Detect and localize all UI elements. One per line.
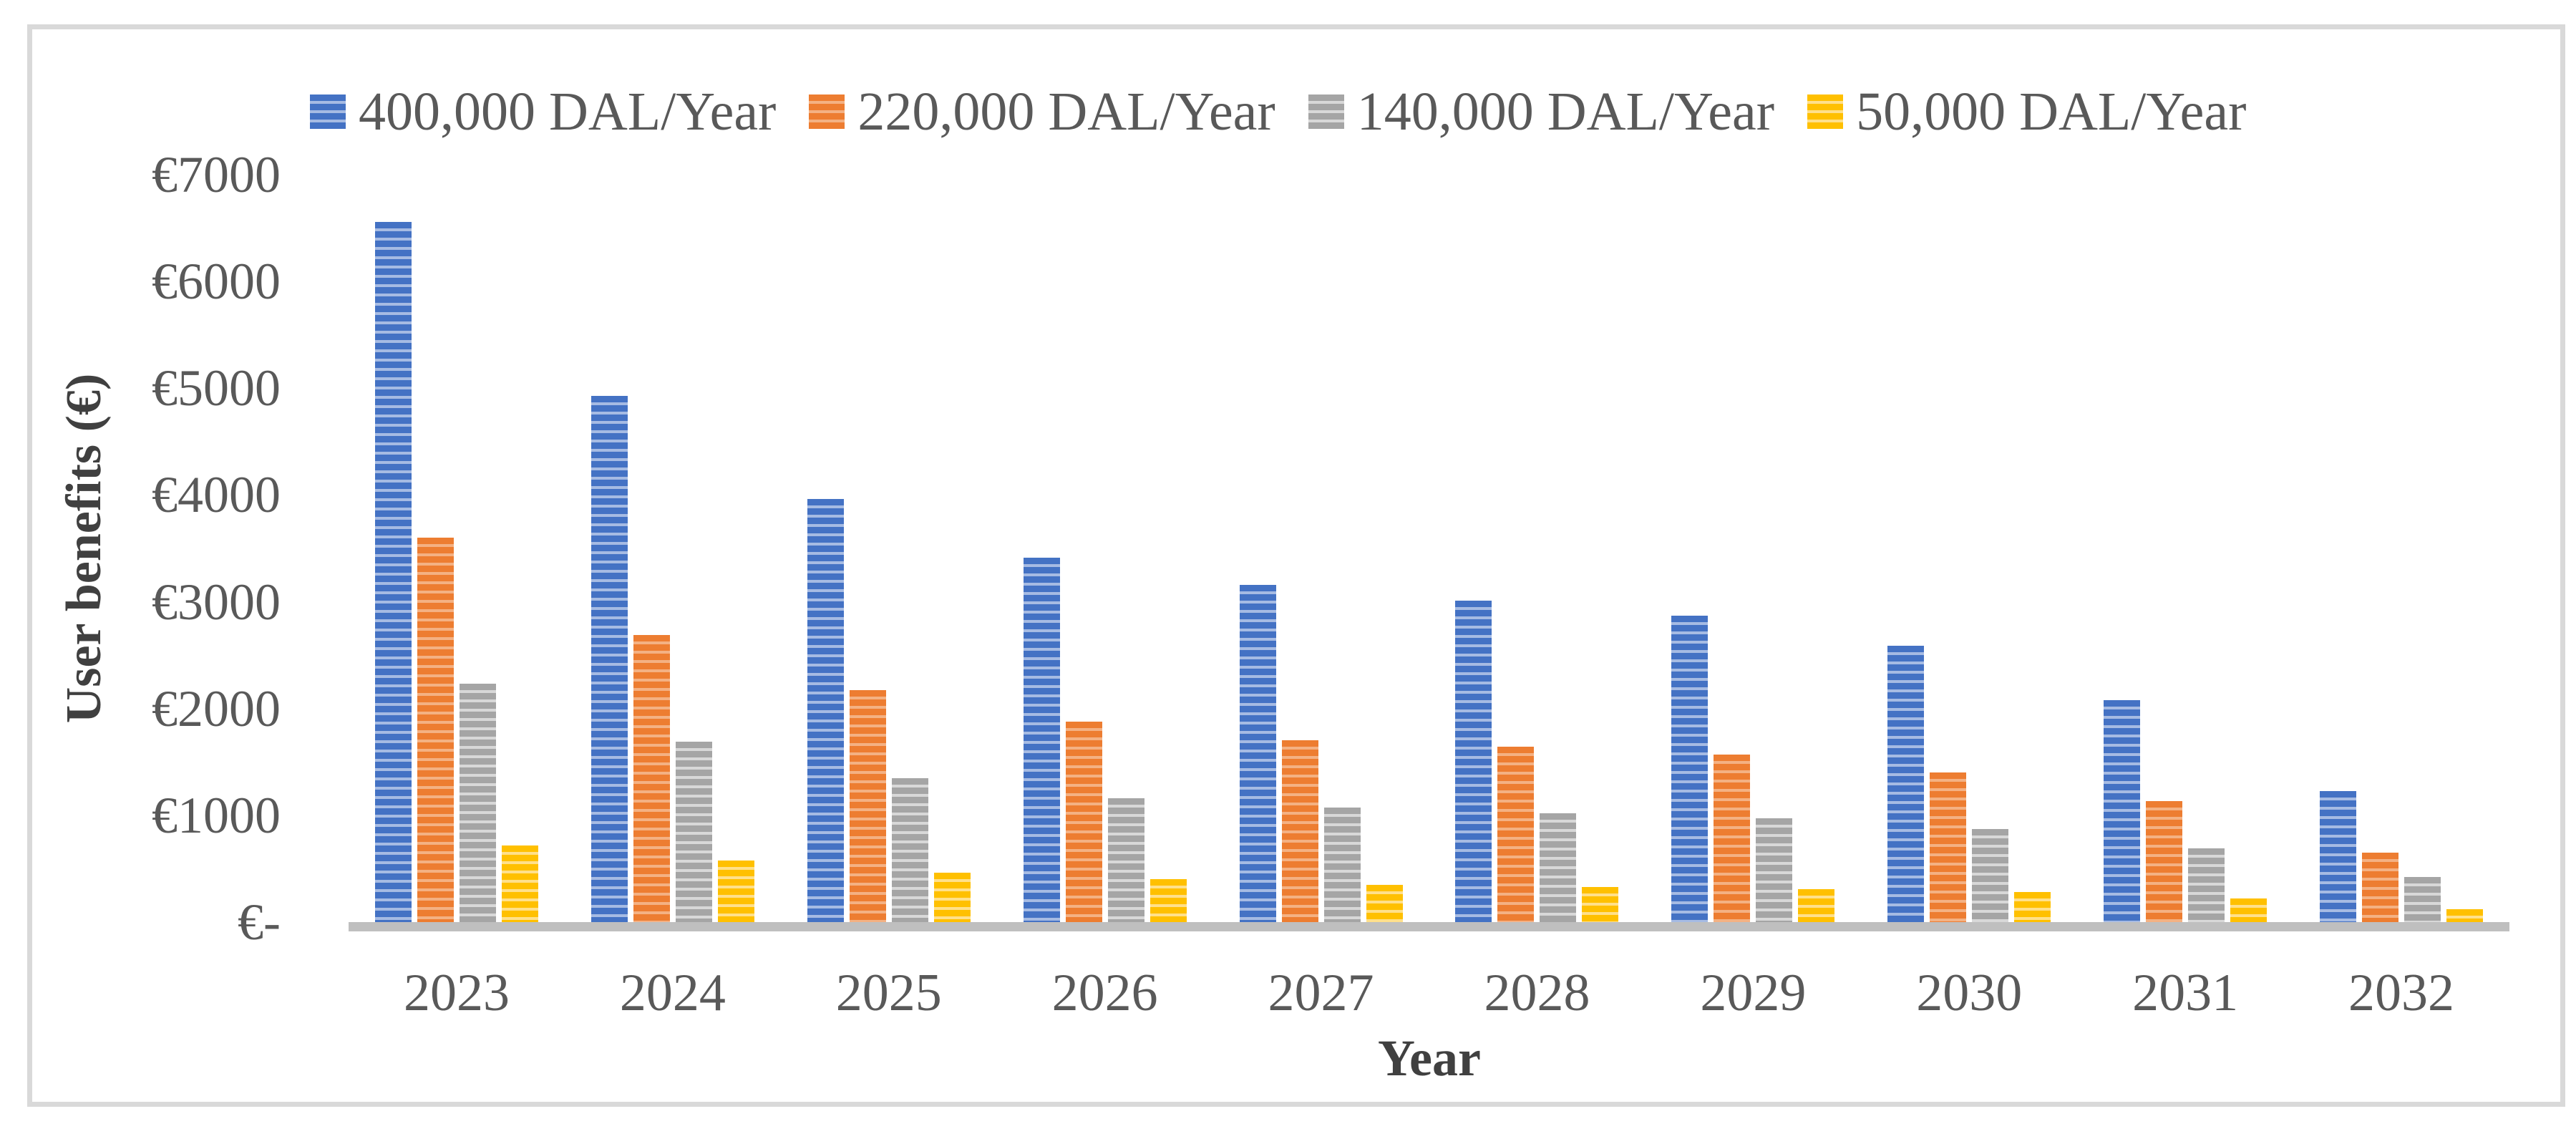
bar-2031-series-3 bbox=[2188, 848, 2225, 922]
legend-swatch-icon bbox=[1807, 94, 1844, 129]
bar-2032-series-2 bbox=[2362, 853, 2399, 922]
x-axis-category-label: 2027 bbox=[1268, 964, 1374, 1022]
bar-2024-series-1 bbox=[590, 395, 628, 922]
bar-2027-series-4 bbox=[1366, 884, 1403, 922]
y-axis-tick-label: €2000 bbox=[152, 679, 281, 737]
y-axis-tick-label: €3000 bbox=[152, 573, 281, 631]
bar-2032-series-3 bbox=[2404, 877, 2441, 922]
x-axis-category-label: 2032 bbox=[2348, 964, 2455, 1022]
bar-2026-series-3 bbox=[1107, 798, 1144, 922]
bar-2030-series-1 bbox=[1887, 645, 1925, 922]
x-axis-category-label: 2031 bbox=[2132, 964, 2239, 1022]
bar-2027-series-3 bbox=[1323, 808, 1361, 922]
legend-label: 400,000 DAL/Year bbox=[359, 82, 777, 142]
x-axis-line bbox=[349, 922, 2509, 931]
legend-swatch-icon bbox=[1308, 94, 1344, 129]
bar-2030-series-4 bbox=[2014, 892, 2051, 922]
x-axis-category-label: 2023 bbox=[403, 964, 510, 1022]
bar-2025-series-4 bbox=[933, 873, 971, 922]
chart-outer-border bbox=[27, 24, 2565, 1107]
x-axis-category-label: 2024 bbox=[619, 964, 726, 1022]
bar-2031-series-4 bbox=[2230, 898, 2268, 922]
y-axis-title: User benefits (€) bbox=[57, 373, 112, 724]
legend-label: 50,000 DAL/Year bbox=[1856, 82, 2247, 142]
legend: 400,000 DAL/Year 220,000 DAL/Year 140,000 … bbox=[310, 79, 2246, 145]
legend-label: 220,000 DAL/Year bbox=[857, 82, 1275, 142]
legend-label: 140,000 DAL/Year bbox=[1356, 82, 1775, 142]
legend-swatch-icon bbox=[809, 94, 845, 129]
bar-2029-series-1 bbox=[1671, 615, 1709, 922]
bar-2026-series-4 bbox=[1150, 879, 1187, 922]
bar-2032-series-1 bbox=[2320, 790, 2357, 922]
bar-2024-series-4 bbox=[717, 860, 754, 922]
legend-item: 220,000 DAL/Year bbox=[809, 84, 1275, 139]
bar-2023-series-2 bbox=[417, 538, 454, 922]
x-axis-category-label: 2026 bbox=[1051, 964, 1158, 1022]
bar-2025-series-2 bbox=[849, 690, 886, 922]
bar-2028-series-1 bbox=[1455, 601, 1492, 922]
x-axis-category-label: 2029 bbox=[1700, 964, 1807, 1022]
legend-item: 400,000 DAL/Year bbox=[310, 84, 776, 139]
bar-2024-series-2 bbox=[633, 634, 670, 922]
bar-2030-series-2 bbox=[1930, 772, 1967, 922]
bar-2028-series-4 bbox=[1582, 886, 1619, 922]
bar-2027-series-2 bbox=[1281, 740, 1318, 922]
bar-2023-series-3 bbox=[459, 684, 496, 922]
bar-2023-series-1 bbox=[374, 221, 412, 922]
y-axis-tick-label: €5000 bbox=[152, 359, 281, 417]
bar-2023-series-4 bbox=[501, 845, 538, 922]
bar-2030-series-3 bbox=[1972, 829, 2009, 922]
bar-2029-series-2 bbox=[1714, 754, 1751, 922]
bar-2029-series-3 bbox=[1756, 818, 1793, 922]
plot-area bbox=[349, 175, 2509, 931]
y-axis-tick-label: €1000 bbox=[152, 786, 281, 844]
x-axis-title: Year bbox=[1378, 1029, 1481, 1087]
bar-2031-series-1 bbox=[2104, 699, 2141, 922]
x-axis-category-label: 2025 bbox=[835, 964, 942, 1022]
bar-2027-series-1 bbox=[1239, 584, 1276, 922]
bar-2028-series-3 bbox=[1540, 813, 1577, 922]
y-axis-tick-label: €- bbox=[238, 893, 281, 951]
x-axis-category-label: 2028 bbox=[1484, 964, 1590, 1022]
x-axis-category-label: 2030 bbox=[1916, 964, 2023, 1022]
bar-2025-series-1 bbox=[807, 499, 844, 922]
y-axis-tick-label: €7000 bbox=[152, 146, 281, 203]
bar-2032-series-4 bbox=[2446, 909, 2484, 922]
bar-2025-series-3 bbox=[891, 777, 928, 922]
legend-item: 140,000 DAL/Year bbox=[1308, 84, 1774, 139]
y-axis-tick-label: €4000 bbox=[152, 466, 281, 524]
bar-2026-series-1 bbox=[1023, 558, 1060, 922]
legend-item: 50,000 DAL/Year bbox=[1807, 84, 2246, 139]
bar-2026-series-2 bbox=[1065, 721, 1102, 922]
y-axis-tick-label: €6000 bbox=[152, 253, 281, 311]
bar-2028-series-2 bbox=[1497, 747, 1535, 922]
bar-2029-series-4 bbox=[1798, 888, 1835, 922]
bar-2031-series-2 bbox=[2146, 801, 2183, 922]
bar-2024-series-3 bbox=[675, 741, 712, 922]
legend-swatch-icon bbox=[310, 94, 346, 129]
